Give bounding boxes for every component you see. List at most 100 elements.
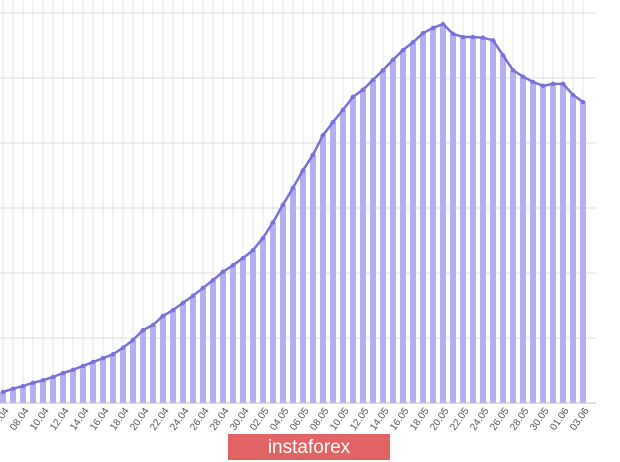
- point: [270, 220, 276, 225]
- bar: [270, 222, 276, 403]
- bar: [430, 27, 436, 403]
- point: [250, 248, 256, 253]
- point: [560, 81, 566, 87]
- point: [350, 94, 356, 100]
- bar: [20, 386, 26, 403]
- x-tick-label: 08.04: [8, 406, 32, 433]
- bar: [110, 354, 116, 403]
- x-tick-label: 24.04: [168, 406, 192, 433]
- point: [430, 25, 436, 31]
- bar: [140, 330, 146, 403]
- point: [90, 359, 96, 365]
- bar: [250, 250, 256, 403]
- point: [60, 370, 66, 376]
- bar: [480, 37, 486, 403]
- point: [130, 337, 136, 343]
- x-tick-label: 06.04: [0, 406, 12, 433]
- bar: [520, 76, 526, 403]
- point: [150, 322, 156, 328]
- x-tick-label: 18.05: [408, 406, 432, 433]
- x-tick-label: 22.04: [148, 406, 172, 433]
- bar: [190, 295, 196, 403]
- x-tick-label: 10.05: [328, 406, 352, 433]
- point: [280, 202, 286, 207]
- bar: [260, 237, 266, 403]
- point: [410, 40, 416, 45]
- bar: [340, 109, 346, 403]
- point: [520, 74, 526, 79]
- point: [160, 313, 166, 319]
- point: [500, 53, 506, 58]
- point: [440, 21, 446, 27]
- point: [390, 57, 396, 62]
- bar: [350, 96, 356, 403]
- point: [170, 307, 176, 313]
- point: [30, 380, 36, 386]
- x-tick-label: 28.04: [208, 406, 232, 433]
- point: [40, 378, 46, 383]
- bar: [490, 40, 496, 404]
- point: [110, 352, 116, 357]
- bar: [410, 42, 416, 403]
- bar: [570, 94, 576, 404]
- bar: [310, 154, 316, 403]
- point: [70, 367, 76, 373]
- point: [470, 34, 476, 40]
- point: [540, 83, 546, 89]
- point: [240, 255, 246, 261]
- x-tick-label: 20.04: [128, 406, 152, 433]
- bar: [540, 85, 546, 404]
- x-tick-label: 26.05: [488, 406, 512, 433]
- x-tick-label: 06.05: [288, 406, 312, 433]
- x-tick-label: 12.05: [348, 406, 372, 433]
- bar: [30, 382, 36, 403]
- x-tick-label: 20.05: [428, 406, 452, 433]
- bar: [70, 369, 76, 403]
- bar: [40, 380, 46, 403]
- point: [380, 68, 386, 73]
- point: [530, 79, 536, 85]
- bar: [170, 310, 176, 403]
- bar: [510, 70, 516, 403]
- bar: [150, 325, 156, 403]
- point: [190, 293, 196, 298]
- x-tick-label: 04.05: [268, 406, 292, 433]
- x-tick-label: 26.04: [188, 406, 212, 433]
- point: [580, 99, 586, 105]
- point: [310, 152, 316, 157]
- point: [290, 185, 296, 191]
- bar: [370, 79, 376, 403]
- point: [550, 81, 556, 87]
- point: [120, 345, 126, 350]
- bar: [530, 81, 536, 404]
- watermark: instaforex: [268, 437, 351, 458]
- watermark-box: [228, 434, 390, 460]
- bar: [580, 102, 586, 404]
- bar: [280, 204, 286, 403]
- x-tick-label: 16.05: [388, 406, 412, 433]
- point: [0, 389, 6, 395]
- bar: [550, 83, 556, 403]
- x-tick-label: 10.04: [28, 406, 52, 433]
- bar: [300, 170, 306, 403]
- point: [210, 277, 216, 283]
- bar: [180, 302, 186, 403]
- x-tick-label: 14.04: [68, 406, 92, 433]
- bar: [500, 55, 506, 403]
- point: [80, 363, 86, 369]
- point: [480, 35, 486, 40]
- point: [510, 68, 516, 73]
- bar: [360, 89, 366, 403]
- bar: [80, 365, 86, 403]
- point: [140, 328, 146, 333]
- x-tick-label: 08.05: [308, 406, 332, 433]
- bar: [200, 287, 206, 403]
- point: [180, 300, 186, 306]
- x-tick-label: 14.05: [368, 406, 392, 433]
- bar: [120, 347, 126, 403]
- bar: [60, 373, 66, 403]
- point: [320, 133, 326, 138]
- bar: [0, 391, 6, 403]
- point: [260, 235, 266, 241]
